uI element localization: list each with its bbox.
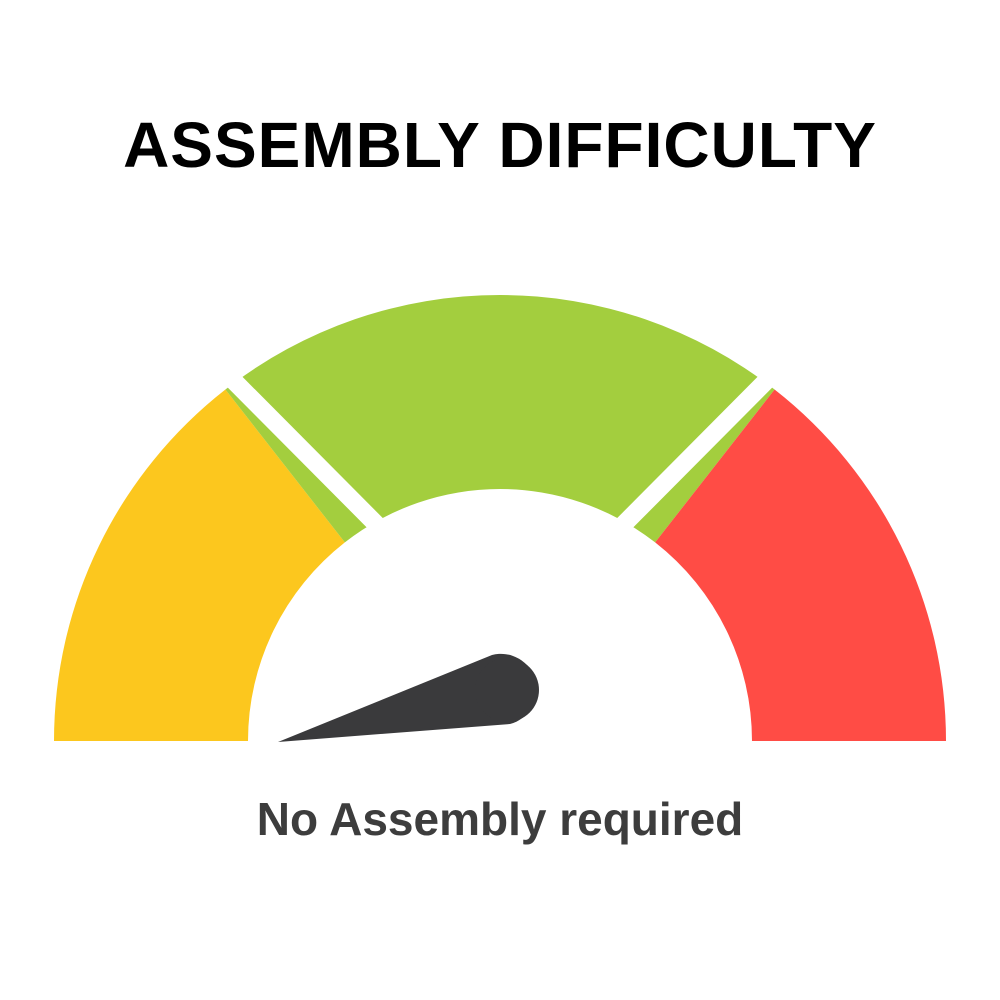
gauge-title: ASSEMBLY DIFFICULTY [123, 109, 877, 181]
gauge-gap-right [613, 362, 785, 535]
gauge-caption: No Assembly required [256, 793, 744, 845]
gauge-needle [278, 653, 537, 742]
gauge-segment-hard [655, 389, 946, 741]
gauge-segment-medium [225, 295, 775, 543]
gauge-needle-hub [475, 658, 539, 722]
gauge-segment-easy [54, 389, 345, 741]
gauge-gap-left [215, 362, 387, 535]
